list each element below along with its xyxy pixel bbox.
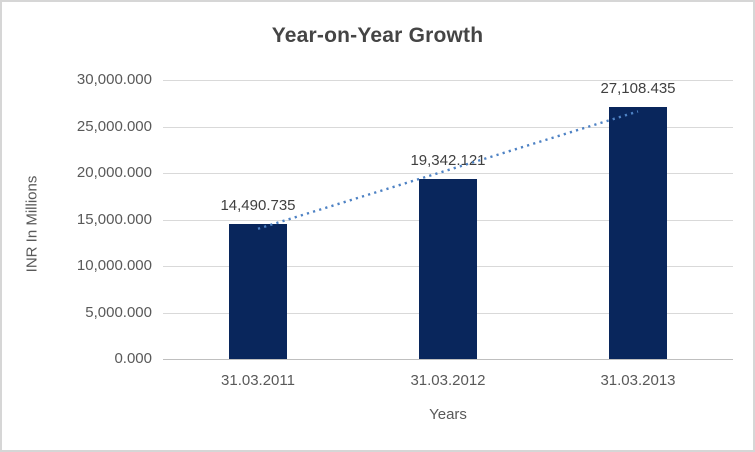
x-axis-title: Years: [429, 406, 467, 423]
x-tick-label: 31.03.2012: [410, 372, 486, 389]
bar: [419, 179, 477, 359]
bar-data-label: 14,490.735: [220, 197, 296, 215]
bar-data-label: 27,108.435: [600, 79, 676, 97]
bar: [229, 224, 287, 359]
bar: [609, 106, 667, 359]
x-tick-label: 31.03.2011: [221, 372, 295, 389]
y-tick-label: 25,000.000: [76, 117, 152, 135]
y-tick-label: 30,000.000: [76, 71, 152, 88]
x-tick-label: 31.03.2013: [600, 372, 676, 389]
y-tick-label: 0.000: [114, 350, 152, 367]
y-tick-label: 5,000.000: [85, 303, 152, 321]
bar-data-label: 19,342.121: [410, 152, 486, 170]
y-tick-label: 20,000.000: [76, 164, 152, 181]
y-tick-label: 10,000.000: [76, 257, 152, 274]
gridline: [163, 80, 733, 81]
y-tick-label: 15,000.000: [76, 210, 152, 228]
x-axis-line: [163, 359, 733, 360]
chart-title: Year-on-Year Growth: [271, 24, 484, 47]
